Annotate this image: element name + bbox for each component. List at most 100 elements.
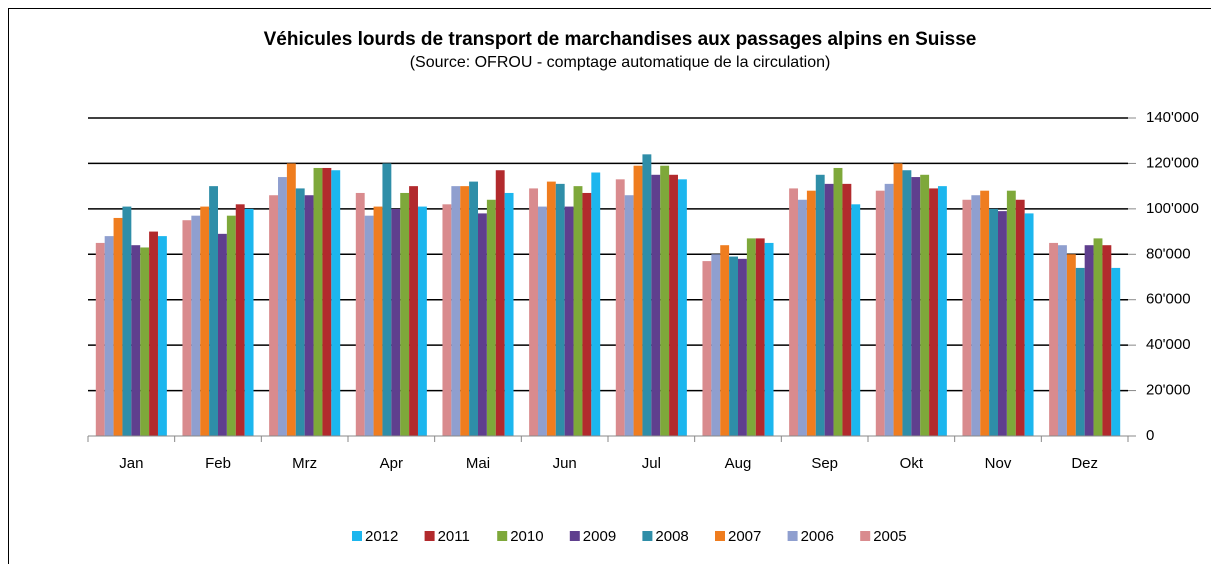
bar [478, 213, 487, 436]
bar [677, 179, 687, 437]
bar [764, 242, 774, 436]
bar [875, 190, 885, 436]
bar [304, 195, 314, 436]
bar [962, 199, 972, 436]
y-tick-label: 80'000 [1146, 245, 1191, 262]
bar [798, 199, 807, 436]
bar [893, 163, 903, 436]
bar [200, 206, 210, 436]
legend-swatch [860, 531, 871, 541]
bar [529, 188, 539, 436]
bar [95, 242, 105, 436]
bar [191, 215, 201, 436]
legend-swatch [424, 531, 435, 541]
bar [1075, 267, 1085, 436]
x-tick-label: Mai [466, 455, 490, 472]
y-tick-label: 40'000 [1146, 336, 1191, 353]
x-tick-label: Feb [205, 455, 231, 472]
bar [582, 192, 592, 436]
bar [149, 231, 158, 436]
bar [642, 154, 652, 437]
bar [702, 261, 712, 436]
bar [920, 174, 930, 437]
legend-label: 2009 [583, 528, 616, 545]
legend-swatch [642, 531, 653, 541]
chart-title: Véhicules lourds de transport de marchan… [264, 29, 977, 50]
bar [400, 192, 410, 436]
x-tick-label: Okt [900, 455, 924, 472]
bar [1058, 245, 1067, 436]
bar [226, 215, 236, 436]
bar [451, 186, 461, 436]
bar [789, 188, 799, 436]
bar [1084, 245, 1094, 436]
bar [911, 177, 921, 437]
x-tick-label: Aug [725, 455, 752, 472]
chart-subtitle: (Source: OFROU - comptage automatique de… [410, 54, 831, 71]
bar [209, 186, 218, 436]
bar [660, 165, 670, 436]
legend-label: 2008 [655, 528, 688, 545]
y-tick-label: 100'000 [1146, 200, 1199, 217]
bar [460, 186, 470, 436]
bar [971, 195, 981, 436]
bar [929, 188, 938, 436]
bar [720, 245, 730, 436]
bar [322, 167, 332, 436]
bar [615, 179, 625, 437]
bar [1111, 267, 1121, 436]
legend-swatch [787, 531, 798, 541]
bar [313, 167, 323, 436]
x-tick-label: Sep [811, 455, 838, 472]
bar [669, 174, 678, 437]
chart-border [8, 8, 1211, 564]
bar [278, 177, 287, 437]
bar [711, 254, 721, 436]
bar [573, 186, 583, 436]
bar [564, 206, 574, 436]
bar [555, 183, 565, 436]
x-tick-label: Jan [119, 455, 143, 472]
x-tick-label: Mrz [292, 455, 317, 472]
y-tick-label: 0 [1146, 427, 1154, 444]
bar [884, 183, 894, 436]
bar [738, 258, 747, 436]
bar [815, 174, 825, 437]
bar [331, 170, 341, 436]
bar [382, 163, 392, 436]
y-tick-label: 120'000 [1146, 154, 1199, 171]
bar [104, 236, 114, 436]
bar [373, 206, 383, 436]
bar [122, 206, 132, 436]
bar [902, 170, 912, 436]
bar [538, 206, 547, 436]
bar [417, 206, 427, 436]
bar [806, 190, 816, 436]
bar [1049, 242, 1059, 436]
legend-label: 2007 [728, 528, 761, 545]
bar [633, 165, 643, 436]
bar [244, 208, 254, 436]
bar [355, 192, 365, 436]
bar [1102, 245, 1112, 436]
bar [157, 236, 167, 436]
bar [546, 181, 556, 436]
bar [1015, 199, 1025, 436]
bar [182, 220, 192, 436]
bar [624, 195, 634, 436]
bar [1006, 190, 1016, 436]
bar [651, 174, 661, 437]
legend-swatch [497, 531, 508, 541]
bar [989, 208, 998, 436]
bar [286, 163, 296, 436]
bar [469, 181, 478, 436]
bar [235, 204, 245, 436]
bar [495, 170, 505, 436]
bar [409, 186, 418, 436]
legend-swatch [715, 531, 725, 541]
legend-label: 2005 [873, 528, 906, 545]
bar [504, 192, 514, 436]
y-tick-label: 60'000 [1146, 291, 1191, 308]
x-tick-label: Jul [642, 455, 661, 472]
